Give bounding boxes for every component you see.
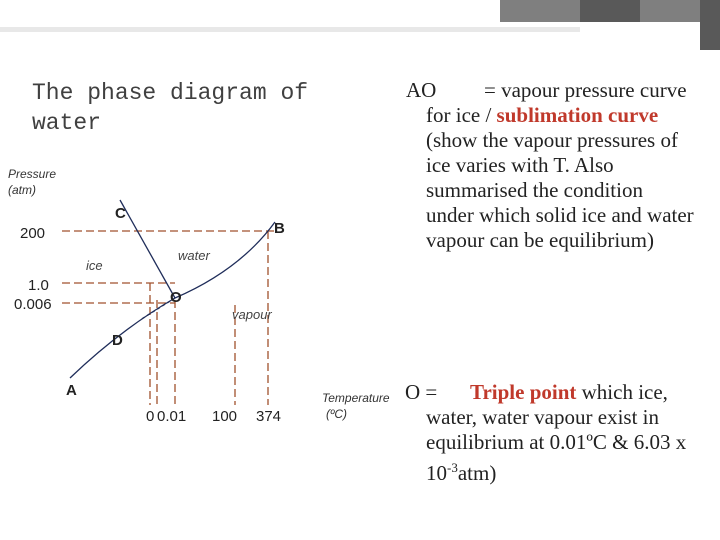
guide-lines <box>62 230 275 405</box>
x-tick-label: 100 <box>212 408 237 425</box>
point-label: D <box>112 332 123 349</box>
point-label: C <box>115 205 126 222</box>
x-axis-label: (ºC) <box>326 407 347 421</box>
ao-note: = vapour pressure curve for ice / sublim… <box>426 78 696 253</box>
x-tick-label: 374 <box>256 408 281 425</box>
title: The phase diagram of water <box>32 80 309 136</box>
x-axis-label: Temperature <box>322 391 390 405</box>
highlight: sublimation curve <box>496 103 659 127</box>
top-bar <box>0 27 580 32</box>
term: AO <box>406 78 437 102</box>
y-axis-label: (atm) <box>8 183 36 197</box>
note-text: = vapour pressure curve for ice / <box>426 78 687 127</box>
top-bar <box>0 0 560 22</box>
region-label: water <box>178 248 210 263</box>
region-label: ice <box>86 258 103 273</box>
x-tick-label: 0.01 <box>157 408 186 425</box>
region-label: vapour <box>232 307 272 322</box>
top-bar <box>700 0 720 50</box>
point-label: O <box>170 289 182 306</box>
y-axis-label: Pressure <box>8 167 56 181</box>
note-text: which ice, water, water vapour exist in … <box>426 380 687 485</box>
note-text: atm) <box>457 461 497 485</box>
o-note: Triple point which ice, water, water vap… <box>426 380 706 486</box>
y-tick-label: 200 <box>20 225 45 242</box>
x-tick-label: 0 <box>146 408 154 425</box>
y-tick-label: 1.0 <box>28 277 49 294</box>
point-label: B <box>274 220 285 237</box>
note-text: (show the vapour pressures of ice varies… <box>426 128 678 177</box>
top-bar <box>580 0 640 22</box>
exponent: -3 <box>447 460 458 475</box>
y-tick-label: 0.006 <box>14 296 52 313</box>
note-text: Also summarised the condition under whic… <box>426 153 694 252</box>
point-label: A <box>66 382 77 399</box>
highlight: Triple point <box>470 380 577 404</box>
term: O = <box>405 380 438 404</box>
phase-curves <box>69 199 276 379</box>
